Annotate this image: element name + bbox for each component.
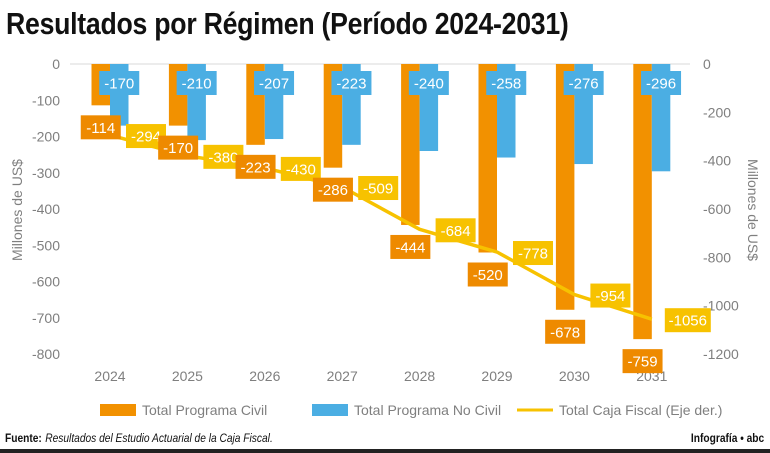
- x-tick-label: 2030: [559, 368, 590, 384]
- legend-label: Total Programa Civil: [142, 402, 267, 418]
- y-left-tick-label: -400: [32, 201, 60, 217]
- data-label-civil: -444: [395, 239, 425, 256]
- credit: Infografía • abc: [690, 431, 764, 445]
- data-label-caja-box: [358, 176, 399, 201]
- data-label-caja: -684: [441, 223, 471, 240]
- data-label-no-civil: -210: [182, 76, 212, 93]
- source-note: Fuente: Resultados del Estudio Actuarial …: [5, 431, 273, 445]
- data-label-no-civil-box: [331, 71, 372, 95]
- data-label-civil-box: [545, 319, 586, 344]
- data-label-civil-box: [80, 115, 121, 140]
- y-right-tick-label: -200: [703, 104, 731, 120]
- data-label-no-civil-box: [176, 71, 217, 95]
- data-label-civil-box: [235, 154, 276, 179]
- bar-civil: [478, 64, 497, 253]
- data-label-no-civil-box: [641, 71, 682, 95]
- data-label-civil: -170: [163, 140, 193, 157]
- y-left-tick-label: -700: [32, 310, 60, 326]
- data-label-no-civil-box: [99, 71, 140, 95]
- bar-civil: [401, 64, 420, 225]
- y-left-axis-label: Millones de US$: [9, 159, 25, 261]
- data-label-caja-box: [590, 283, 631, 308]
- data-label-no-civil-box: [408, 71, 449, 95]
- y-left-tick-label: -200: [32, 129, 60, 145]
- y-left-tick-label: 0: [52, 56, 60, 72]
- bar-civil: [633, 64, 652, 340]
- source-label: Fuente:: [5, 431, 42, 445]
- y-left-tick-label: -800: [32, 346, 60, 362]
- data-label-civil: -520: [473, 267, 503, 284]
- legend-label: Total Caja Fiscal (Eje der.): [559, 402, 722, 418]
- data-label-no-civil-box: [486, 71, 527, 95]
- data-label-civil: -223: [241, 159, 271, 176]
- data-label-civil: -759: [628, 354, 658, 371]
- y-right-tick-label: -600: [703, 201, 731, 217]
- y-left-tick-label: -300: [32, 165, 60, 181]
- data-label-no-civil: -223: [336, 76, 366, 93]
- data-label-civil-box: [312, 177, 353, 202]
- data-label-civil-box: [622, 349, 663, 374]
- legend-label: Total Programa No Civil: [354, 402, 501, 418]
- source-text: Resultados del Estudio Actuarial de la C…: [45, 431, 273, 445]
- data-label-civil: -114: [86, 120, 115, 137]
- page-title: Resultados por Régimen (Período 2024-203…: [6, 6, 569, 41]
- data-label-caja-box: [513, 241, 553, 266]
- data-label-civil-box: [467, 262, 508, 287]
- y-right-tick-label: 0: [703, 56, 711, 72]
- data-label-caja: -380: [208, 149, 238, 166]
- x-tick-label: 2029: [481, 368, 512, 384]
- data-label-caja: -509: [363, 181, 393, 198]
- data-label-caja-box: [435, 218, 476, 243]
- y-right-axis-label: Millones de US$: [745, 159, 761, 261]
- y-right-tick-label: -1200: [703, 346, 739, 362]
- data-label-civil-box: [390, 234, 431, 259]
- y-left-tick-label: -100: [32, 92, 60, 108]
- data-label-no-civil: -276: [569, 76, 599, 93]
- line-caja-fiscal: [109, 133, 653, 321]
- data-label-no-civil-box: [254, 71, 295, 95]
- data-label-civil-box: [158, 135, 199, 160]
- data-label-no-civil: -240: [414, 76, 444, 93]
- data-label-civil: -678: [550, 324, 580, 341]
- data-label-caja: -430: [286, 161, 316, 178]
- data-label-caja: -1056: [669, 313, 707, 330]
- bar-civil: [555, 64, 575, 310]
- bottom-divider: [0, 449, 770, 453]
- data-label-no-civil: -296: [646, 76, 676, 93]
- y-right-tick-label: -800: [703, 249, 731, 265]
- x-tick-label: 2026: [249, 368, 280, 384]
- y-left-tick-label: -600: [32, 274, 60, 290]
- y-right-tick-label: -400: [703, 153, 731, 169]
- y-left-tick-label: -500: [32, 237, 60, 253]
- legend-swatch-no-civil: [312, 404, 348, 416]
- x-tick-label: 2025: [172, 368, 203, 384]
- x-tick-label: 2027: [327, 368, 358, 384]
- y-right-tick-label: -1000: [703, 298, 739, 314]
- x-tick-label: 2028: [404, 368, 435, 384]
- legend-swatch-civil: [100, 404, 136, 416]
- data-label-caja: -778: [518, 246, 548, 263]
- data-label-no-civil-box: [563, 71, 604, 95]
- data-label-caja-box: [664, 308, 711, 333]
- data-label-caja: -954: [595, 288, 625, 305]
- data-label-caja-box: [280, 156, 321, 181]
- x-tick-label: 2024: [94, 368, 125, 384]
- data-label-no-civil: -170: [104, 76, 134, 93]
- data-label-no-civil: -207: [259, 76, 289, 93]
- data-label-no-civil: -258: [491, 76, 521, 93]
- data-label-civil: -286: [318, 182, 348, 199]
- data-label-caja: -294: [131, 129, 161, 146]
